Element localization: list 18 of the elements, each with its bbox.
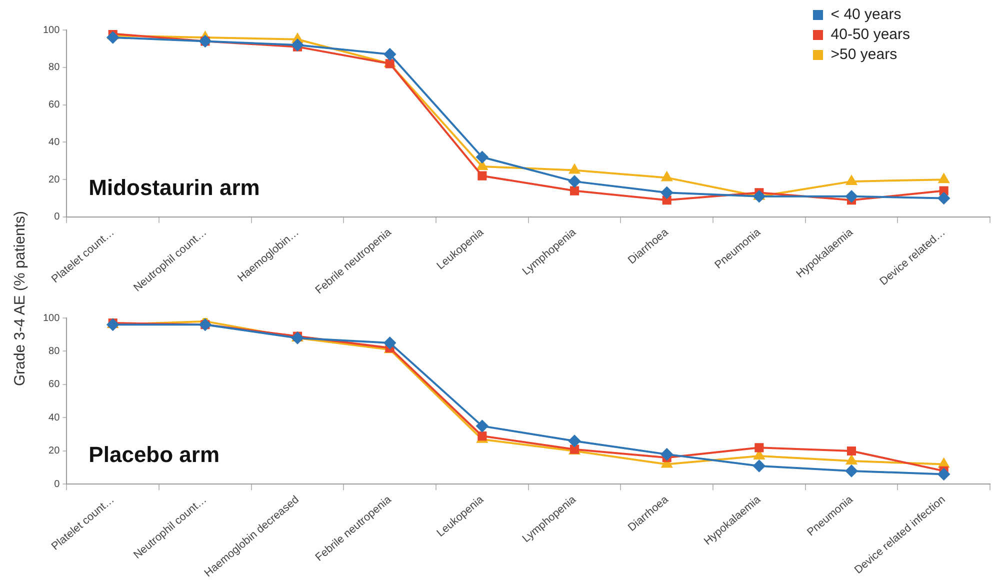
- y-tick-label: 60: [48, 379, 60, 390]
- legend-label: >50 years: [830, 46, 898, 63]
- legend-label: < 40 years: [830, 6, 902, 23]
- y-tick-label: 40: [48, 136, 60, 148]
- text: Midostaurin arm: [88, 174, 260, 200]
- y-tick-label: 60: [48, 100, 60, 111]
- y-tick-label: 20: [48, 446, 60, 457]
- legend-label: 40-50 years: [830, 26, 910, 43]
- y-tick-label: 0: [54, 212, 60, 223]
- y-tick-label: 20: [48, 174, 60, 186]
- text: Placebo arm: [88, 442, 220, 468]
- y-tick-label: 100: [42, 312, 60, 324]
- y-tick-label: 40: [48, 412, 60, 424]
- y-tick-label: 100: [42, 24, 60, 36]
- y-tick-label: 80: [48, 346, 60, 357]
- y-axis-title: Grade 3-4 AE (% patients): [12, 210, 28, 388]
- y-tick-label: 80: [48, 62, 60, 74]
- y-tick-label: 0: [54, 478, 60, 490]
